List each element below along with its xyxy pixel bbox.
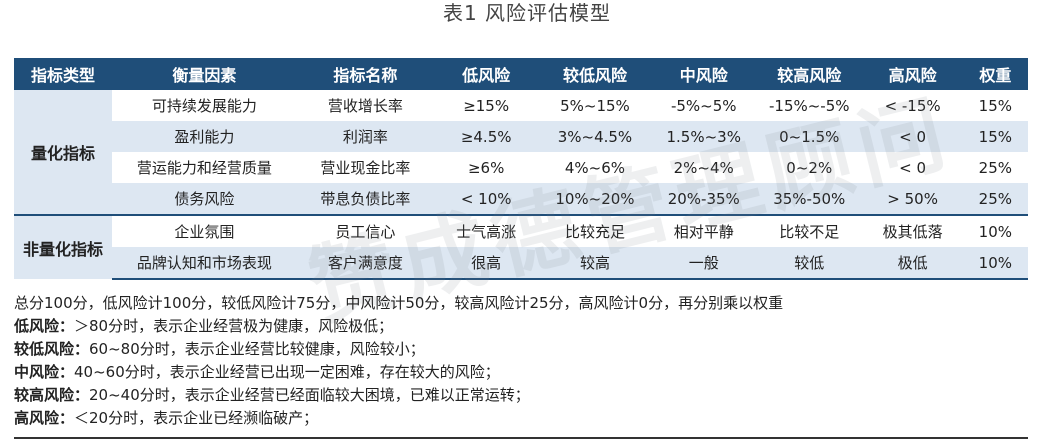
cell: < 0 xyxy=(862,121,963,152)
cell: 0~2% xyxy=(755,152,863,183)
cell: 10% xyxy=(962,247,1028,280)
cell: 可持续发展能力 xyxy=(111,90,297,121)
header-higher-risk: 较高风险 xyxy=(755,58,863,90)
cell: 一般 xyxy=(651,247,756,280)
table-row: 营运能力和经营质量 营业现金比率 ≥6% 4%~6% 2%~4% 0~2% < … xyxy=(14,152,1028,183)
header-medium-risk: 中风险 xyxy=(651,58,756,90)
cell: 品牌认知和市场表现 xyxy=(111,247,297,280)
cell: 营运能力和经营质量 xyxy=(111,152,297,183)
cell: 35%-50% xyxy=(755,183,863,215)
cell: 极其低落 xyxy=(862,214,963,247)
cell: < 10% xyxy=(433,183,539,215)
note-text: ＞80分时，表示企业经营极为健康，风险极低； xyxy=(74,317,394,335)
cell: 营收增长率 xyxy=(296,90,434,121)
note-item-low-risk: 低风险：＞80分时，表示企业经营极为健康，风险极低； xyxy=(14,315,1028,338)
cell: 员工信心 xyxy=(296,214,434,247)
cell: 较高 xyxy=(538,247,652,280)
note-text: 40~60分时，表示企业经营已出现一定困难，存在较大的风险； xyxy=(74,363,500,381)
table-row: 量化指标 可持续发展能力 营收增长率 ≥15% 5%~15% -5%~5% -1… xyxy=(14,90,1028,215)
cell: 比较充足 xyxy=(538,214,652,247)
table-title: 表1 风险评估模型 xyxy=(442,1,612,25)
note-item-high-risk: 高风险：＜20分时，表示企业已经濒临破产； xyxy=(14,407,1028,430)
note-item-medium-risk: 中风险：40~60分时，表示企业经营已出现一定困难，存在较大的风险； xyxy=(14,361,1028,384)
note-label: 较低风险： xyxy=(14,340,90,358)
header-low-risk: 低风险 xyxy=(433,58,539,90)
header-measure-factor: 衡量因素 xyxy=(111,58,297,90)
header-lower-risk: 较低风险 xyxy=(538,58,652,90)
cell: < 0 xyxy=(862,152,963,183)
cell: 15% xyxy=(962,90,1028,121)
cell: 带息负债比率 xyxy=(296,183,434,215)
note-text: 60~80分时，表示企业经营比较健康，风险较小； xyxy=(89,340,425,358)
header-weight: 权重 xyxy=(962,58,1028,90)
cell: > 50% xyxy=(862,183,963,215)
table-row: 债务风险 带息负债比率 < 10% 10%~20% 20%-35% 35%-50… xyxy=(14,183,1028,215)
category-non-quantitative: 非量化指标 xyxy=(14,214,112,279)
cell: -5%~5% xyxy=(651,90,756,121)
bottom-divider xyxy=(14,437,1028,439)
cell: 比较不足 xyxy=(755,214,863,247)
cell: ≥4.5% xyxy=(433,121,539,152)
cell: 相对平静 xyxy=(651,214,756,247)
cell: 很高 xyxy=(433,247,539,280)
notes: 总分100分，低风险计100分，较低风险计75分，中风险计50分，较高风险计25… xyxy=(14,292,1028,430)
cell: 利润率 xyxy=(296,121,434,152)
cell: 4%~6% xyxy=(538,152,652,183)
note-item-lower-risk: 较低风险：60~80分时，表示企业经营比较健康，风险较小； xyxy=(14,338,1028,361)
table-row: 盈利能力 利润率 ≥4.5% 3%~4.5% 1.5%~3% 0~1.5% < … xyxy=(14,121,1028,152)
cell: 20%-35% xyxy=(651,183,756,215)
cell: 10% xyxy=(962,214,1028,247)
header-high-risk: 高风险 xyxy=(862,58,963,90)
cell: 10%~20% xyxy=(538,183,652,215)
category-quantitative: 量化指标 xyxy=(14,90,112,215)
cell: 债务风险 xyxy=(111,183,297,215)
note-text: 20~40分时，表示企业经营已经面临较大困境，已难以正常运转； xyxy=(89,386,530,404)
cell: 0~1.5% xyxy=(755,121,863,152)
cell: 25% xyxy=(962,152,1028,183)
cell: 5%~15% xyxy=(538,90,652,121)
table-row: 品牌认知和市场表现 客户满意度 很高 较高 一般 较低 极低 10% xyxy=(14,247,1028,280)
cell: 2%~4% xyxy=(651,152,756,183)
note-label: 较高风险： xyxy=(14,386,90,404)
cell: 客户满意度 xyxy=(296,247,434,280)
notes-summary: 总分100分，低风险计100分，较低风险计75分，中风险计50分，较高风险计25… xyxy=(14,294,784,312)
cell: 3%~4.5% xyxy=(538,121,652,152)
cell: -15%~-5% xyxy=(755,90,863,121)
note-label: 高风险： xyxy=(14,409,75,427)
risk-assessment-table: 指标类型 衡量因素 指标名称 低风险 较低风险 中风险 较高风险 高风险 权重 … xyxy=(14,58,1028,280)
note-label: 低风险： xyxy=(14,317,75,335)
cell: < -15% xyxy=(862,90,963,121)
note-label: 中风险： xyxy=(14,363,75,381)
cell: 15% xyxy=(962,121,1028,152)
cell: 极低 xyxy=(862,247,963,280)
cell: ≥15% xyxy=(433,90,539,121)
cell: 企业氛围 xyxy=(111,214,297,247)
cell: ≥6% xyxy=(433,152,539,183)
header-row: 指标类型 衡量因素 指标名称 低风险 较低风险 中风险 较高风险 高风险 权重 xyxy=(14,58,1028,90)
cell: 较低 xyxy=(755,247,863,280)
cell: 士气高涨 xyxy=(433,214,539,247)
note-text: ＜20分时，表示企业已经濒临破产； xyxy=(74,409,319,427)
note-item-higher-risk: 较高风险：20~40分时，表示企业经营已经面临较大困境，已难以正常运转； xyxy=(14,384,1028,407)
cell: 盈利能力 xyxy=(111,121,297,152)
cell: 1.5%~3% xyxy=(651,121,756,152)
cell: 25% xyxy=(962,183,1028,215)
table-row: 非量化指标 企业氛围 员工信心 士气高涨 比较充足 相对平静 比较不足 极其低落… xyxy=(14,214,1028,279)
header-indicator-type: 指标类型 xyxy=(14,58,112,90)
header-indicator-name: 指标名称 xyxy=(296,58,434,90)
cell: 营业现金比率 xyxy=(296,152,434,183)
